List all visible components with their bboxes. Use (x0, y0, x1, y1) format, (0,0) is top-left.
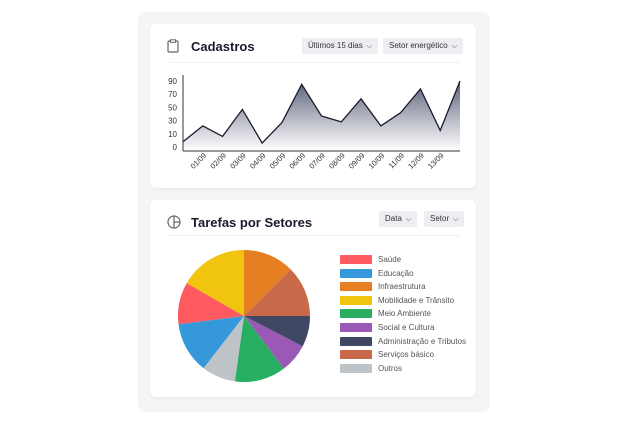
y-tick-label: 50 (168, 103, 177, 112)
setor-value: Setor (430, 214, 450, 223)
y-tick-label: 90 (168, 77, 177, 86)
x-tick-label: 13/09 (426, 151, 446, 171)
legend-swatch (340, 255, 372, 264)
legend-swatch (340, 323, 372, 332)
legend-swatch (340, 309, 372, 319)
legend-label: Outros (378, 363, 403, 373)
period-dropdown[interactable]: Últimos 15 dias ⌵ (302, 38, 378, 54)
x-tick-label: 11/09 (387, 151, 406, 170)
chevron-down-icon: ⌵ (405, 216, 412, 223)
y-tick-label: 70 (168, 90, 177, 99)
x-tick-label: 03/09 (228, 151, 248, 171)
legend-item[interactable]: Outros (340, 363, 403, 373)
x-tick-label: 08/09 (327, 151, 347, 171)
legend-item[interactable]: Saúde (340, 255, 401, 264)
pie-chart-icon (167, 215, 181, 229)
x-tick-label: 07/09 (307, 151, 327, 171)
legend-label: Social e Cultura (378, 323, 435, 332)
pie-slice[interactable] (244, 250, 291, 316)
legend-swatch (340, 295, 372, 305)
cadastros-title: Cadastros (191, 39, 255, 54)
legend-swatch (340, 336, 372, 346)
chevron-down-icon: ⌵ (451, 43, 458, 50)
legend-label: Infraestrutura (378, 282, 426, 292)
y-tick-label: 10 (168, 130, 177, 139)
legend-item[interactable]: Educação (340, 268, 414, 278)
y-tick-label: 30 (168, 117, 177, 126)
legend-swatch (340, 282, 372, 292)
legend-label: Administração e Tributos (378, 336, 467, 346)
legend-item[interactable]: Administração e Tributos (340, 336, 467, 346)
legend-item[interactable]: Social e Cultura (340, 323, 434, 332)
sector-value: Setor energético (389, 41, 448, 50)
x-tick-label: 02/09 (208, 151, 228, 171)
sector-dropdown[interactable]: Setor energético ⌵ (383, 38, 464, 54)
date-dropdown[interactable]: Data ⌵ (379, 211, 418, 227)
legend-item[interactable]: Meio Ambiente (340, 309, 431, 319)
pie-slice[interactable] (178, 283, 244, 325)
legend-item[interactable]: Infraestrutura (340, 282, 426, 292)
legend-swatch (340, 363, 372, 373)
x-tick-label: 09/09 (347, 151, 367, 171)
tarefas-title: Tarefas por Setores (191, 215, 313, 230)
period-value: Últimos 15 dias (308, 41, 363, 50)
legend-swatch (340, 268, 372, 278)
legend-label: Mobilidade e Trânsito (378, 295, 455, 305)
chevron-down-icon: ⌵ (366, 43, 372, 50)
x-tick-label: 04/09 (248, 151, 268, 171)
legend-label: Serviços básico (378, 350, 435, 360)
pie-slice[interactable] (244, 316, 310, 347)
legend-label: Educação (378, 268, 414, 278)
pie-slice[interactable] (244, 316, 303, 369)
x-tick-label: 12/09 (406, 151, 426, 171)
series-line (182, 80, 461, 145)
legend-label: Meio Ambiente (378, 309, 431, 319)
x-tick-label: 05/09 (268, 151, 288, 171)
legend-label: Saúde (378, 255, 402, 264)
legend-swatch (340, 350, 372, 360)
legend-item[interactable]: Serviços básico (340, 350, 435, 360)
y-tick-label: 0 (173, 143, 178, 152)
clipboard-icon (167, 39, 179, 53)
pie-slice[interactable] (244, 269, 310, 316)
x-tick-label: 10/09 (367, 151, 387, 171)
x-tick-label: 06/09 (287, 151, 307, 171)
chevron-down-icon: ⌵ (453, 216, 459, 223)
pie-slice[interactable] (234, 316, 284, 382)
divider (170, 235, 460, 236)
date-value: Data (385, 214, 402, 223)
pie-slice[interactable] (178, 316, 244, 369)
pie-slice[interactable] (203, 316, 244, 382)
legend-item[interactable]: Mobilidade e Trânsito (340, 295, 455, 305)
x-tick-label: 01/09 (189, 151, 209, 171)
setor-dropdown[interactable]: Setor ⌵ (424, 211, 465, 227)
divider (170, 62, 460, 63)
pie-slice[interactable] (186, 250, 244, 316)
